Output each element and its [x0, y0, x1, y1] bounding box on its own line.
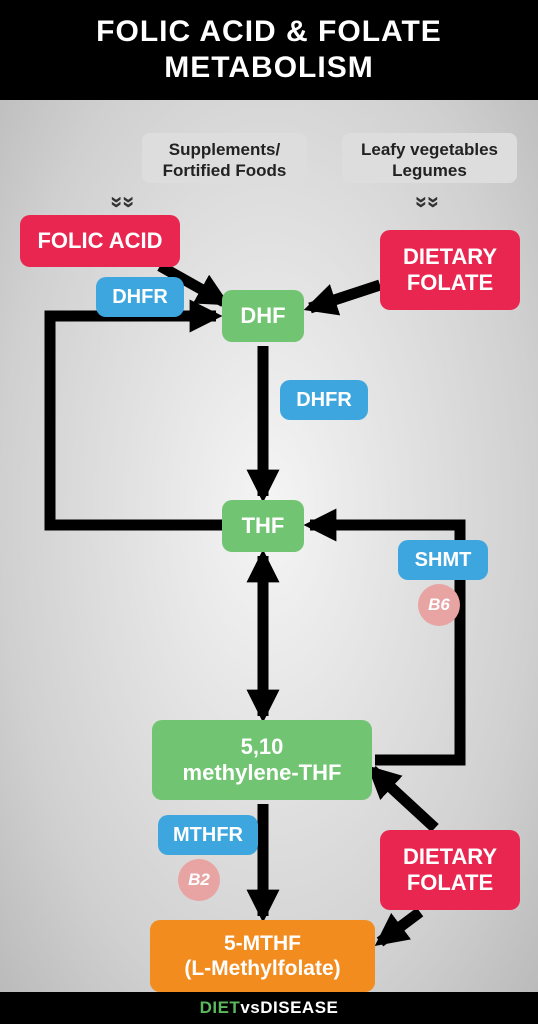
arrow-dietary1-to-dhf — [310, 285, 380, 308]
node-5mthf: 5-MTHF(L-Methylfolate) — [150, 920, 375, 992]
node-thf: THF — [222, 500, 304, 552]
node-dhf: DHF — [222, 290, 304, 342]
arrow-thf-back-to-dhf — [50, 316, 222, 525]
chevron-left-icon: «« — [109, 196, 133, 208]
enzyme-dhfr-2: DHFR — [280, 380, 368, 420]
arrow-dietary2-to-methylene — [372, 770, 435, 828]
enzyme-mthfr: MTHFR — [158, 815, 258, 855]
brand-part1: DIET — [200, 998, 241, 1017]
header-bar: FOLIC ACID & FOLATE METABOLISM — [0, 0, 538, 100]
source-supplements: Supplements/Fortified Foods — [142, 133, 307, 183]
title-line2: METABOLISM — [10, 50, 528, 86]
node-folic-acid: FOLIC ACID — [20, 215, 180, 267]
enzyme-dhfr-1: DHFR — [96, 277, 184, 317]
cofactor-b2: B2 — [178, 859, 220, 901]
source-leafy: Leafy vegetablesLegumes — [342, 133, 517, 183]
brand-vs: vs — [240, 998, 260, 1017]
enzyme-shmt: SHMT — [398, 540, 488, 580]
arrow-dietary2-to-5mthf — [380, 912, 420, 942]
node-dietary-folate-1: DIETARYFOLATE — [380, 230, 520, 310]
node-dietary-folate-2: DIETARYFOLATE — [380, 830, 520, 910]
footer-bar: DIETvsDISEASE — [0, 992, 538, 1024]
title-line1: FOLIC ACID & FOLATE — [10, 14, 528, 50]
chevron-right-icon: »» — [416, 196, 440, 208]
node-methylene-thf: 5,10methylene-THF — [152, 720, 372, 800]
cofactor-b6: B6 — [418, 584, 460, 626]
brand-part2: DISEASE — [260, 998, 338, 1017]
